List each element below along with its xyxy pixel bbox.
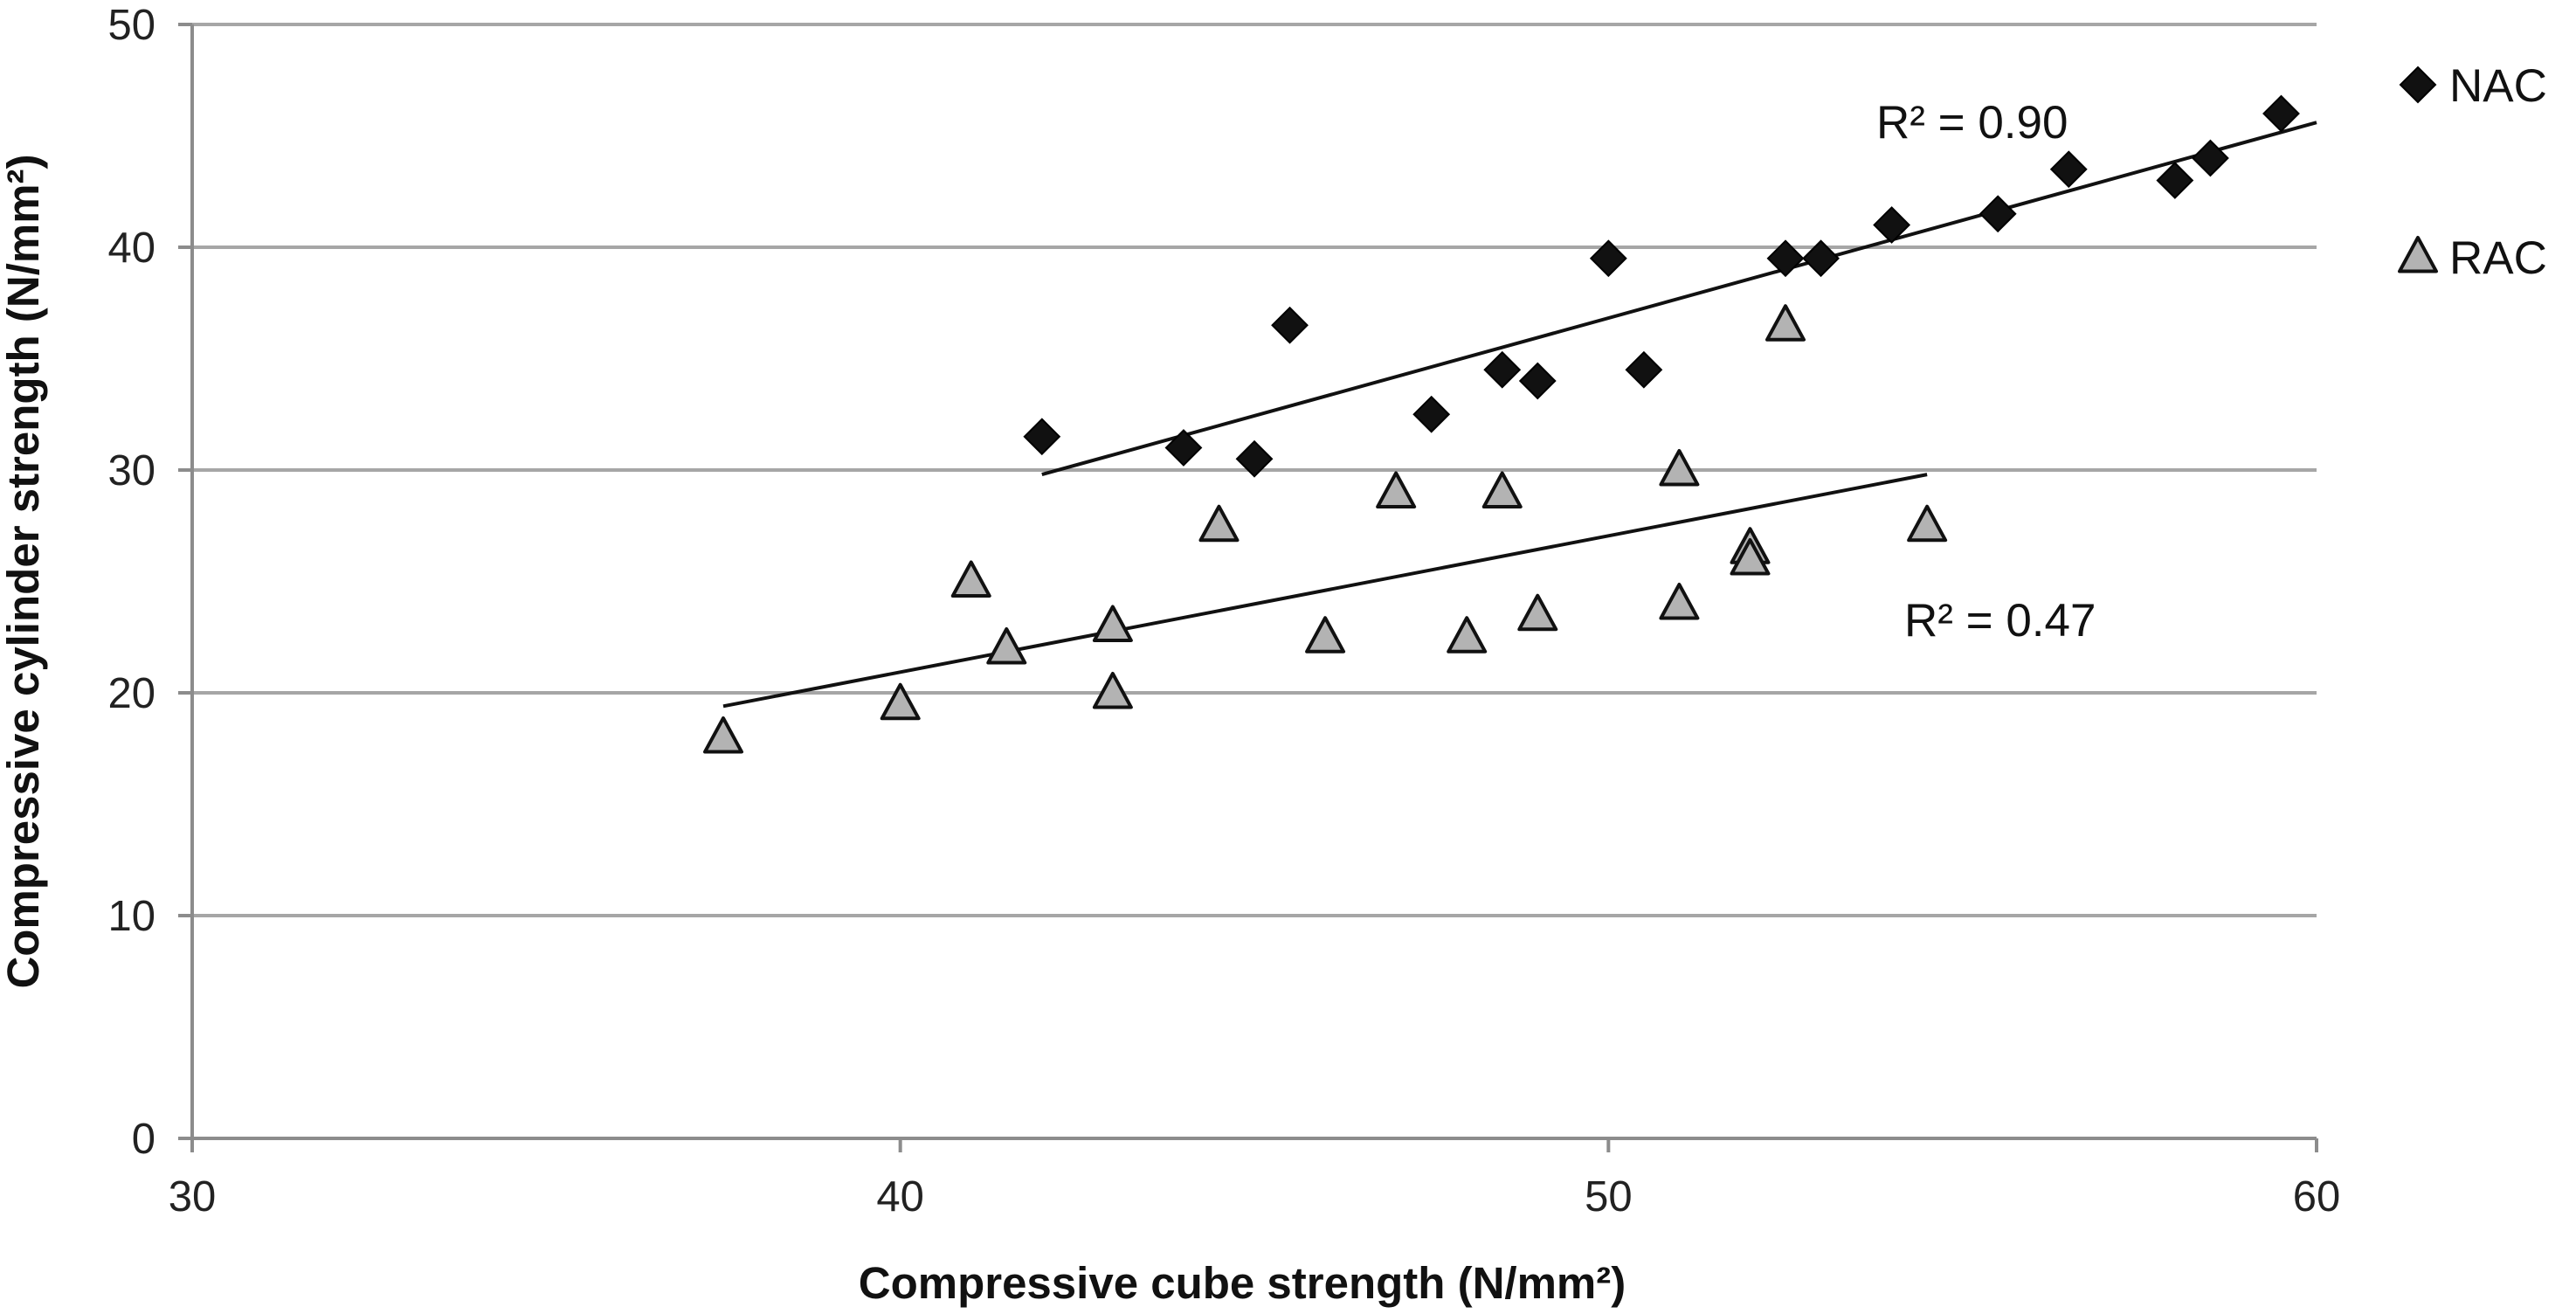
rac-point-10 xyxy=(1481,471,1523,509)
x-tick-label-40: 40 xyxy=(876,1173,924,1221)
rac-trendline xyxy=(722,473,1928,709)
nac-point-3 xyxy=(1271,306,1309,344)
y-tick-label-0: 0 xyxy=(132,1116,155,1163)
legend-label-nac: NAC xyxy=(2449,60,2547,112)
nac-point-9 xyxy=(1766,239,1805,278)
axes xyxy=(178,23,2318,1152)
legend-label-rac: RAC xyxy=(2449,232,2547,284)
nac-point-2 xyxy=(1235,439,1274,478)
r2-labels: R² = 0.90 R² = 0.47 xyxy=(1876,97,2096,647)
y-axis-title: Compressive cylinder strength (N/mm²) xyxy=(0,154,48,988)
nac-point-6 xyxy=(1518,362,1557,400)
nac-r2-label: R² = 0.90 xyxy=(1876,97,2068,149)
rac-point-13 xyxy=(1659,582,1700,620)
nac-point-10 xyxy=(1802,239,1840,278)
nac-point-8 xyxy=(1625,350,1663,389)
rac-r2-label: R² = 0.47 xyxy=(1904,595,2096,647)
rac-point-17 xyxy=(1907,504,1948,543)
nac-point-11 xyxy=(1873,206,1911,244)
rac-point-4 xyxy=(1092,605,1133,643)
nac-point-5 xyxy=(1483,350,1522,389)
rac-point-16 xyxy=(1765,304,1806,342)
rac-point-12 xyxy=(1659,448,1700,487)
rac-point-9 xyxy=(1447,616,1488,654)
data-points xyxy=(703,94,2300,754)
x-tick-label-60: 60 xyxy=(2293,1173,2341,1221)
x-axis-title: Compressive cube strength (N/mm²) xyxy=(859,1258,1626,1308)
rac-point-0 xyxy=(703,716,743,754)
nac-point-12 xyxy=(1979,195,2017,233)
x-tick-label-50: 50 xyxy=(1585,1173,1633,1221)
y-tick-label-10: 10 xyxy=(107,893,155,940)
nac-point-7 xyxy=(1589,239,1627,278)
nac-trendline xyxy=(1041,121,2317,477)
rac-point-15 xyxy=(1730,537,1771,576)
nac-point-16 xyxy=(2262,94,2300,133)
legend: NAC RAC xyxy=(2398,60,2547,284)
rac-point-7 xyxy=(1305,616,1346,654)
nac-point-15 xyxy=(2191,139,2229,177)
nac-point-4 xyxy=(1412,395,1451,433)
x-tick-label-30: 30 xyxy=(169,1173,217,1221)
nac-point-14 xyxy=(2156,162,2194,199)
y-tick-labels: 0 10 20 30 40 50 xyxy=(107,2,155,1163)
trendlines xyxy=(722,121,2317,709)
x-tick-labels: 30 40 50 60 xyxy=(169,1173,2341,1221)
rac-point-1 xyxy=(880,682,921,721)
rac-point-11 xyxy=(1517,593,1558,632)
y-tick-label-50: 50 xyxy=(107,2,155,49)
rac-point-6 xyxy=(1198,504,1240,543)
y-tick-label-20: 20 xyxy=(107,670,155,717)
y-tick-label-30: 30 xyxy=(107,447,155,494)
nac-point-1 xyxy=(1164,429,1203,467)
rac-point-5 xyxy=(1092,671,1133,709)
nac-point-0 xyxy=(1023,418,1061,456)
legend-marker-nac xyxy=(2399,66,2437,104)
legend-marker-rac xyxy=(2398,235,2438,273)
nac-point-13 xyxy=(2049,150,2088,189)
rac-point-2 xyxy=(950,560,991,598)
rac-point-8 xyxy=(1376,471,1417,509)
y-tick-label-40: 40 xyxy=(107,225,155,272)
rac-point-3 xyxy=(986,626,1027,665)
